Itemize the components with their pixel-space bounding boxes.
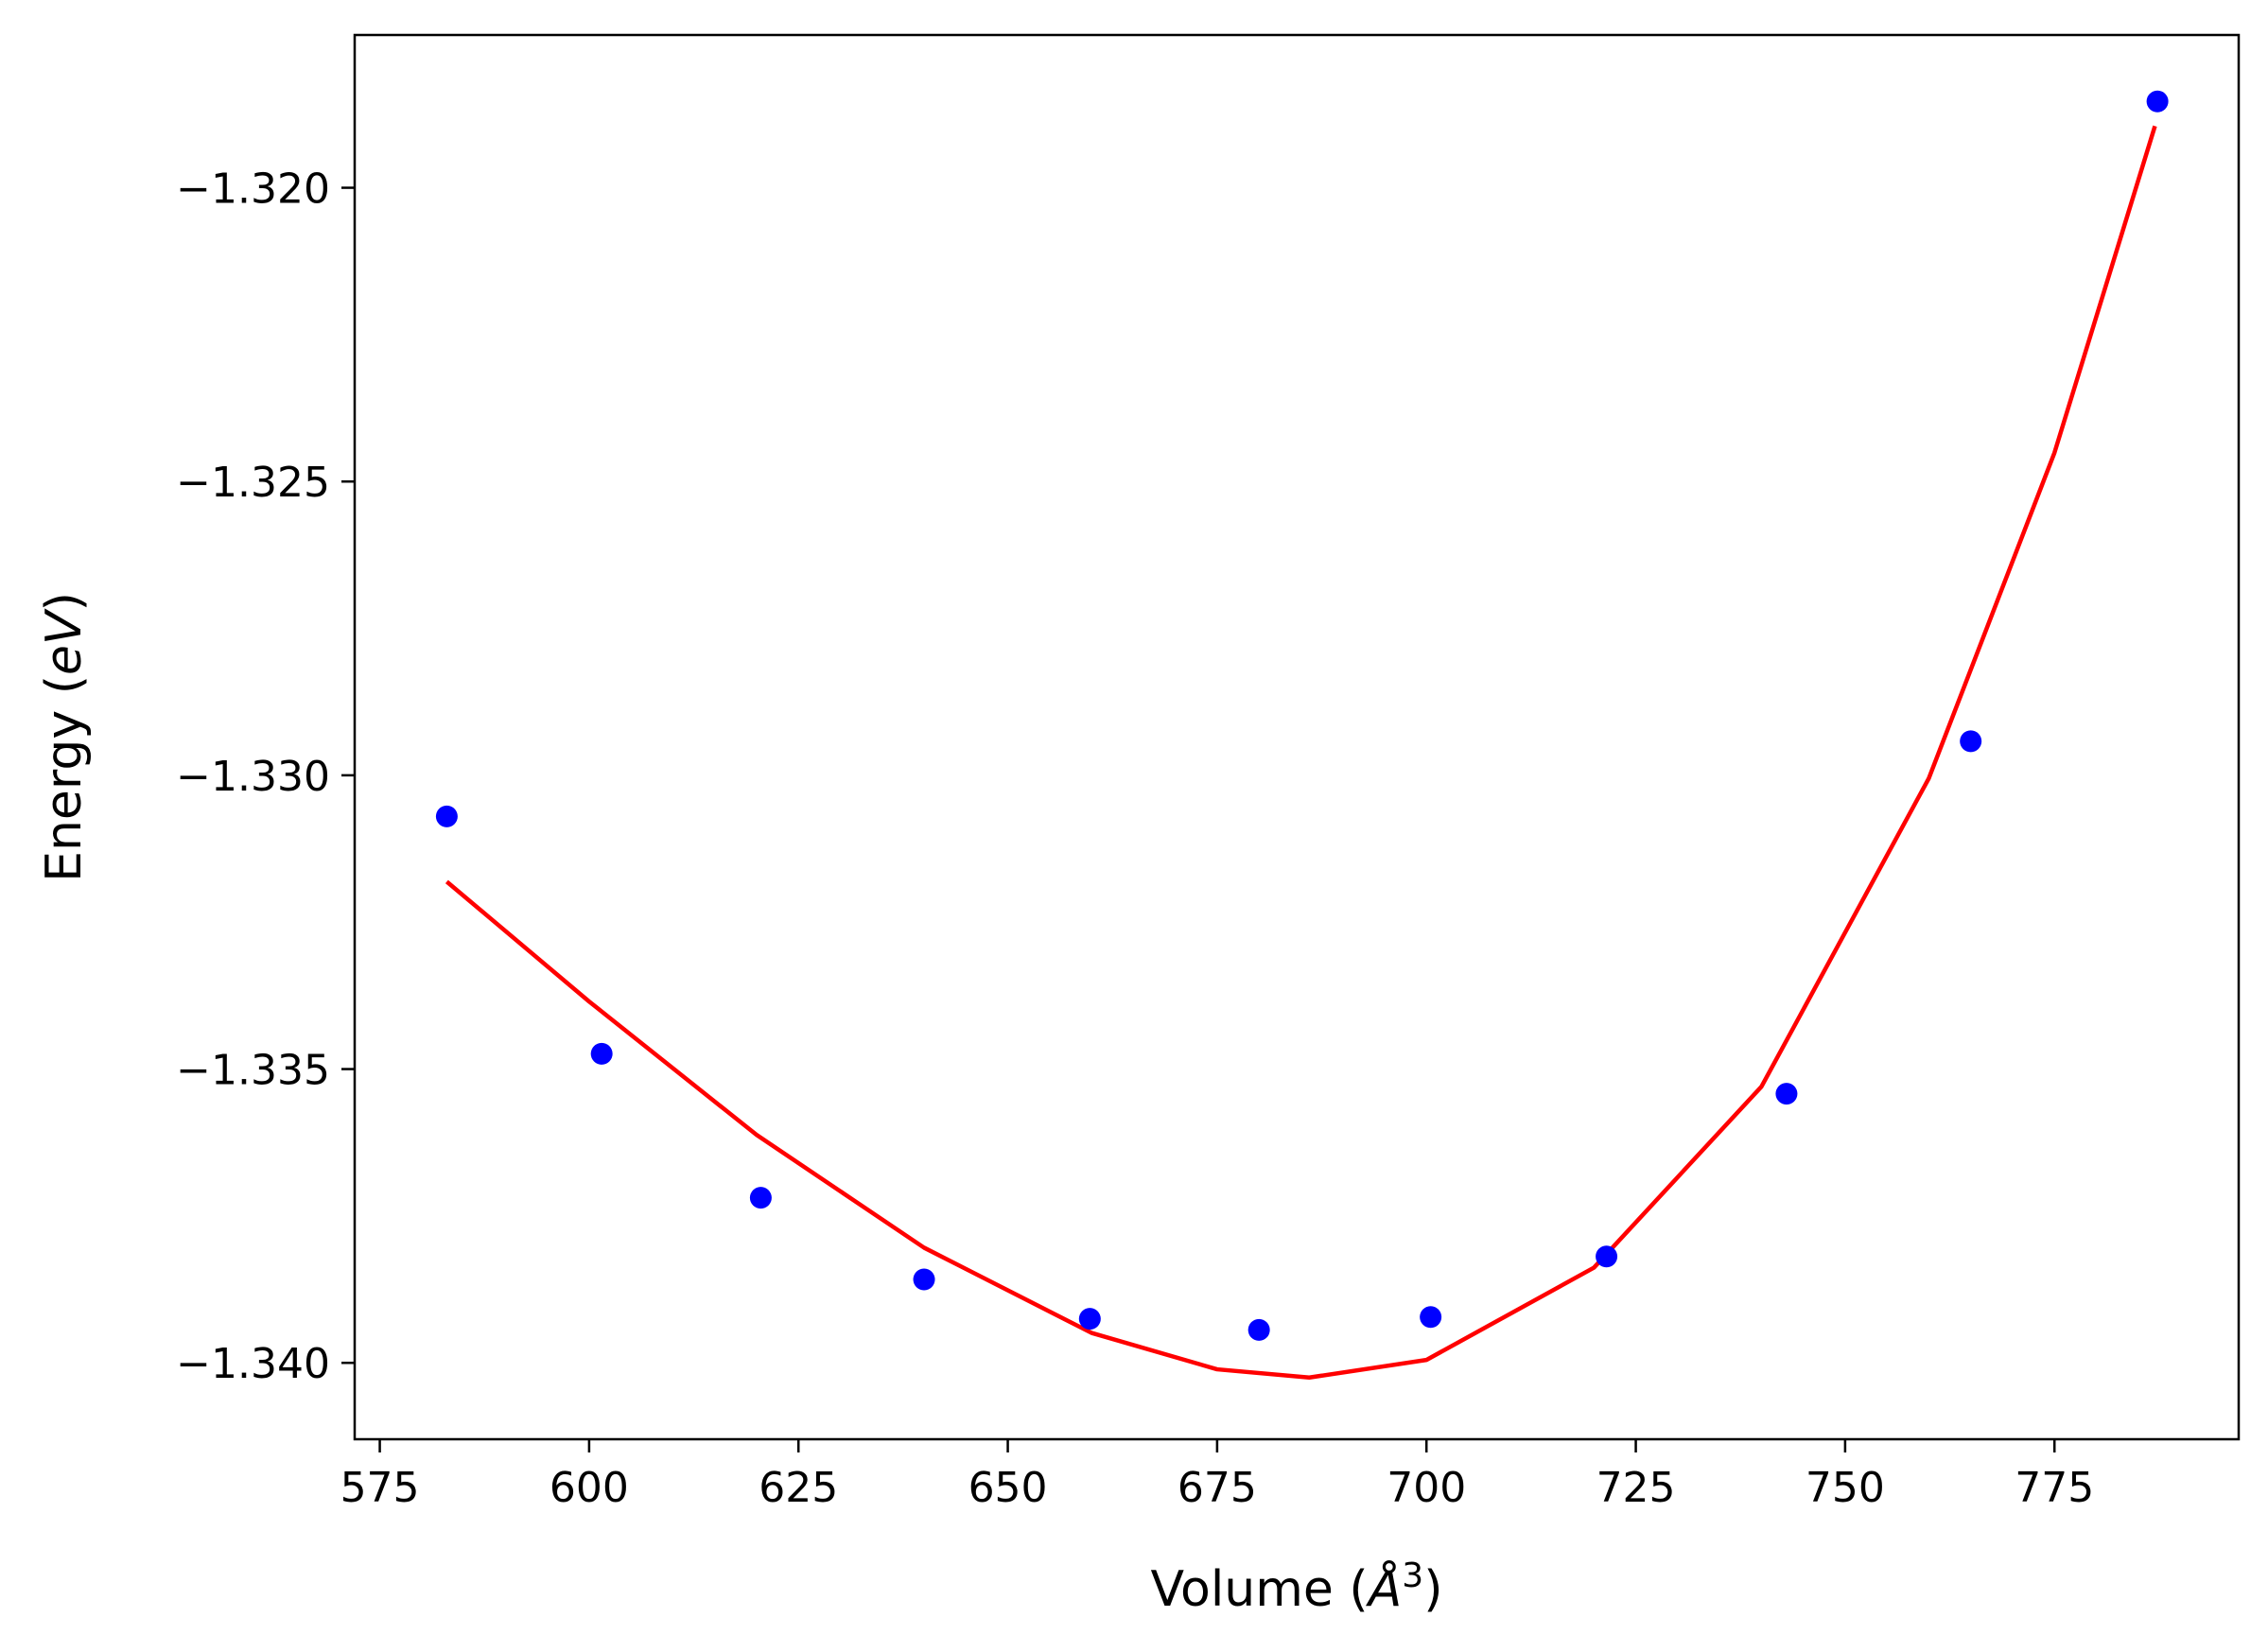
- y-axis-label: Energy (eV): [36, 592, 93, 882]
- data-point-10: [1960, 730, 1982, 753]
- data-point-7: [1420, 1306, 1442, 1329]
- x-tick-label: 725: [1596, 1464, 1676, 1512]
- tick-layer: 575 600 625 650 675 700 725 750 775 −1.320 −1.325 −…: [176, 165, 2094, 1512]
- plot-area: [435, 90, 2169, 1381]
- data-point-3: [749, 1187, 772, 1209]
- x-tick-label: 750: [1806, 1464, 1885, 1512]
- data-point-2: [590, 1042, 613, 1065]
- data-point-5: [1078, 1308, 1101, 1330]
- data-point-6: [1247, 1318, 1270, 1341]
- x-axis-label: Volume (Å3): [1151, 1556, 1443, 1619]
- y-tick-label: −1.320: [176, 165, 330, 214]
- y-tick-label: −1.325: [176, 459, 330, 507]
- y-tick-label: −1.340: [176, 1340, 330, 1388]
- x-tick-label: 675: [1178, 1464, 1257, 1512]
- x-tick-label: 600: [550, 1464, 629, 1512]
- x-tick-label: 625: [759, 1464, 838, 1512]
- x-tick-label: 575: [340, 1464, 420, 1512]
- fit-curve-line: [445, 125, 2157, 1381]
- axes-frame: [353, 33, 2241, 1441]
- data-point-4: [913, 1268, 935, 1291]
- x-tick-label: 775: [2015, 1464, 2094, 1512]
- x-tick-label: 650: [968, 1464, 1048, 1512]
- y-tick-label: −1.335: [176, 1047, 330, 1095]
- data-point-11: [2146, 90, 2169, 113]
- data-point-8: [1596, 1245, 1618, 1268]
- x-tick-label: 700: [1387, 1464, 1466, 1512]
- data-point-9: [1775, 1083, 1798, 1105]
- y-tick-label: −1.330: [176, 753, 330, 801]
- data-point-1: [435, 805, 458, 827]
